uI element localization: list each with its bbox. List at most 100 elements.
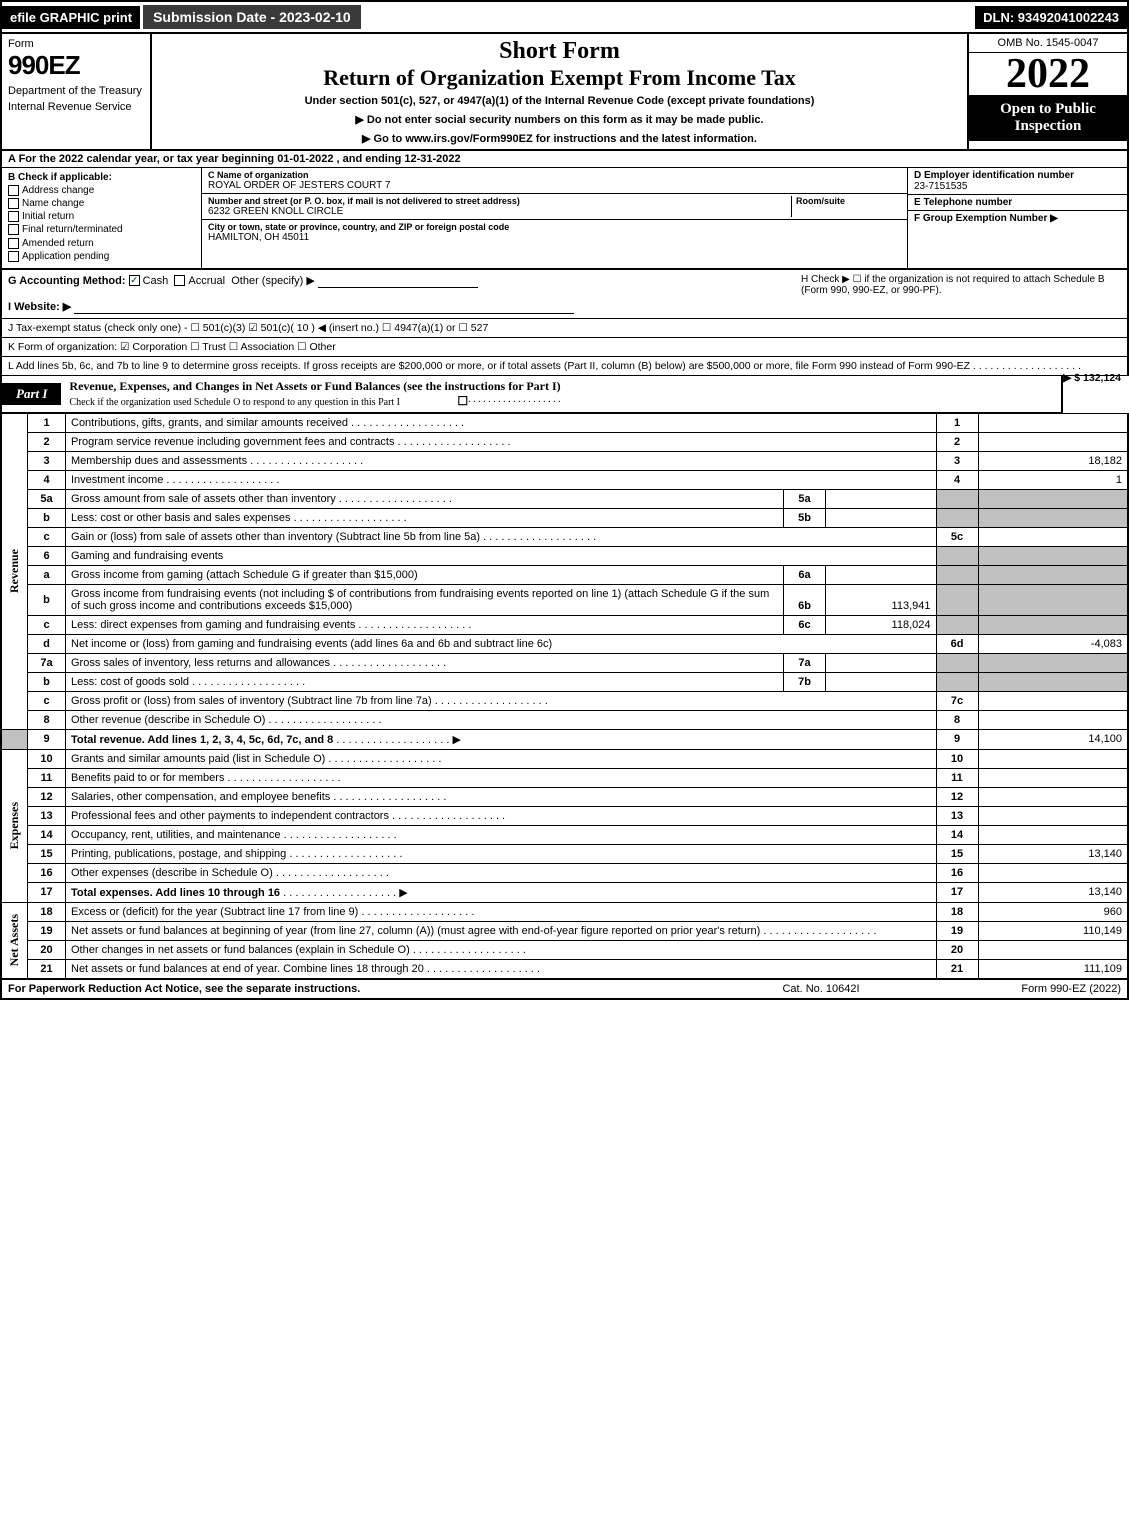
ln18-amt: 960 xyxy=(978,902,1128,921)
l-text: L Add lines 5b, 6c, and 7b to line 9 to … xyxy=(8,360,970,372)
f-label: F Group Exemption Number ▶ xyxy=(914,213,1121,224)
col-c: C Name of organization ROYAL ORDER OF JE… xyxy=(202,168,907,268)
g-accounting: G Accounting Method: Cash Accrual Other … xyxy=(8,274,801,314)
g-label: G Accounting Method: xyxy=(8,275,126,287)
ln15-amt: 13,140 xyxy=(978,844,1128,863)
note-link[interactable]: ▶ Go to www.irs.gov/Form990EZ for instru… xyxy=(160,132,959,145)
ln21-desc: Net assets or fund balances at end of ye… xyxy=(71,963,424,975)
l-amount: ▶ $ 132,124 xyxy=(1063,372,1121,384)
ln7c-desc: Gross profit or (loss) from sales of inv… xyxy=(71,695,432,707)
form-label: Form xyxy=(8,38,144,50)
ln6-desc: Gaming and fundraising events xyxy=(66,546,937,565)
ln8-desc: Other revenue (describe in Schedule O) xyxy=(71,714,265,726)
ln7b-desc: Less: cost of goods sold xyxy=(71,676,189,688)
city-label: City or town, state or province, country… xyxy=(208,222,901,232)
ln3-amt: 18,182 xyxy=(978,451,1128,470)
ln4-amt: 1 xyxy=(978,470,1128,489)
side-expenses: Expenses xyxy=(7,802,22,849)
ln5b-desc: Less: cost or other basis and sales expe… xyxy=(71,512,291,524)
efile-label[interactable]: efile GRAPHIC print xyxy=(2,6,140,29)
chk-cash[interactable] xyxy=(129,275,140,286)
chk-final-return[interactable]: Final return/terminated xyxy=(8,224,195,235)
ln6a-desc: Gross income from gaming (attach Schedul… xyxy=(71,569,418,581)
side-netassets: Net Assets xyxy=(7,914,22,966)
part1-title: Revenue, Expenses, and Changes in Net As… xyxy=(61,376,568,412)
chk-initial-return[interactable]: Initial return xyxy=(8,211,195,222)
form-header: Form 990EZ Department of the Treasury In… xyxy=(0,34,1129,151)
row-l: L Add lines 5b, 6c, and 7b to line 9 to … xyxy=(0,357,1129,376)
d-label: D Employer identification number xyxy=(914,170,1121,181)
title-short-form: Short Form xyxy=(160,38,959,65)
footer-left: For Paperwork Reduction Act Notice, see … xyxy=(8,983,721,995)
note-ssn: ▶ Do not enter social security numbers o… xyxy=(160,113,959,126)
ln6b-amt: 113,941 xyxy=(826,585,936,615)
chk-application-pending[interactable]: Application pending xyxy=(8,251,195,262)
org-address: 6232 GREEN KNOLL CIRCLE xyxy=(208,206,791,217)
c-address: Number and street (or P. O. box, if mail… xyxy=(202,194,907,220)
ln5c-desc: Gain or (loss) from sale of assets other… xyxy=(71,531,480,543)
side-revenue: Revenue xyxy=(7,549,22,593)
org-name: ROYAL ORDER OF JESTERS COURT 7 xyxy=(208,180,901,191)
ln1-desc: Contributions, gifts, grants, and simila… xyxy=(71,417,348,429)
ln6d-amt: -4,083 xyxy=(978,634,1128,653)
org-city: HAMILTON, OH 45011 xyxy=(208,232,901,243)
other-specify: Other (specify) ▶ xyxy=(231,275,315,287)
ln12-desc: Salaries, other compensation, and employ… xyxy=(71,791,330,803)
other-input[interactable] xyxy=(318,276,478,288)
ln11-desc: Benefits paid to or for members xyxy=(71,772,224,784)
room-label: Room/suite xyxy=(796,196,901,206)
chk-accrual[interactable] xyxy=(174,275,185,286)
ln9-desc: Total revenue. Add lines 1, 2, 3, 4, 5c,… xyxy=(71,734,333,746)
submission-date: Submission Date - 2023-02-10 xyxy=(142,4,362,30)
chk-name-change[interactable]: Name change xyxy=(8,198,195,209)
addr-label: Number and street (or P. O. box, if mail… xyxy=(208,196,791,206)
col-def: D Employer identification number 23-7151… xyxy=(907,168,1127,268)
col-b: B Check if applicable: Address change Na… xyxy=(2,168,202,268)
website-input[interactable] xyxy=(74,302,574,314)
section-bcdef: B Check if applicable: Address change Na… xyxy=(0,167,1129,270)
header-left: Form 990EZ Department of the Treasury In… xyxy=(2,34,152,149)
footer: For Paperwork Reduction Act Notice, see … xyxy=(0,979,1129,1000)
ln6d-desc: Net income or (loss) from gaming and fun… xyxy=(71,638,552,650)
ln19-amt: 110,149 xyxy=(978,921,1128,940)
h-check: H Check ▶ ☐ if the organization is not r… xyxy=(801,274,1121,314)
ln18-desc: Excess or (deficit) for the year (Subtra… xyxy=(71,906,358,918)
ln17-desc: Total expenses. Add lines 10 through 16 xyxy=(71,887,280,899)
form-number: 990EZ xyxy=(8,50,144,81)
footer-cat: Cat. No. 10642I xyxy=(721,983,921,995)
ln5a-desc: Gross amount from sale of assets other t… xyxy=(71,493,336,505)
chk-amended-return[interactable]: Amended return xyxy=(8,238,195,249)
ln20-desc: Other changes in net assets or fund bala… xyxy=(71,944,410,956)
e-label: E Telephone number xyxy=(914,197,1121,208)
ln3-desc: Membership dues and assessments xyxy=(71,455,247,467)
header-center: Short Form Return of Organization Exempt… xyxy=(152,34,967,149)
i-label: I Website: ▶ xyxy=(8,301,71,313)
ln15-desc: Printing, publications, postage, and shi… xyxy=(71,848,286,860)
chk-address-change[interactable]: Address change xyxy=(8,185,195,196)
ln21-amt: 111,109 xyxy=(978,959,1128,978)
part1-checkbox[interactable]: ☐ xyxy=(457,394,468,409)
c-name-label: C Name of organization xyxy=(208,170,901,180)
lines-table: Revenue 1 Contributions, gifts, grants, a… xyxy=(0,413,1129,979)
part1-header: Part I Revenue, Expenses, and Changes in… xyxy=(0,376,1063,413)
header-right: OMB No. 1545-0047 2022 Open to Public In… xyxy=(967,34,1127,149)
ln7a-desc: Gross sales of inventory, less returns a… xyxy=(71,657,330,669)
row-j: J Tax-exempt status (check only one) - ☐… xyxy=(0,319,1129,338)
row-a: A For the 2022 calendar year, or tax yea… xyxy=(0,151,1129,167)
ln1-amt xyxy=(978,413,1128,432)
irs-label: Internal Revenue Service xyxy=(8,101,144,113)
title-return: Return of Organization Exempt From Incom… xyxy=(160,65,959,91)
row-d: D Employer identification number 23-7151… xyxy=(908,168,1127,195)
ln1-num: 1 xyxy=(28,413,66,432)
ln10-desc: Grants and similar amounts paid (list in… xyxy=(71,753,325,765)
ln6c-desc: Less: direct expenses from gaming and fu… xyxy=(71,619,355,631)
footer-right: Form 990-EZ (2022) xyxy=(921,983,1121,995)
c-name: C Name of organization ROYAL ORDER OF JE… xyxy=(202,168,907,194)
ln16-desc: Other expenses (describe in Schedule O) xyxy=(71,867,273,879)
row-f: F Group Exemption Number ▶ xyxy=(908,211,1127,226)
ln6b-desc: Gross income from fundraising events (no… xyxy=(71,588,769,612)
ln6c-amt: 118,024 xyxy=(826,616,936,634)
ln13-desc: Professional fees and other payments to … xyxy=(71,810,389,822)
subtitle: Under section 501(c), 527, or 4947(a)(1)… xyxy=(160,95,959,107)
tax-year: 2022 xyxy=(969,53,1127,95)
